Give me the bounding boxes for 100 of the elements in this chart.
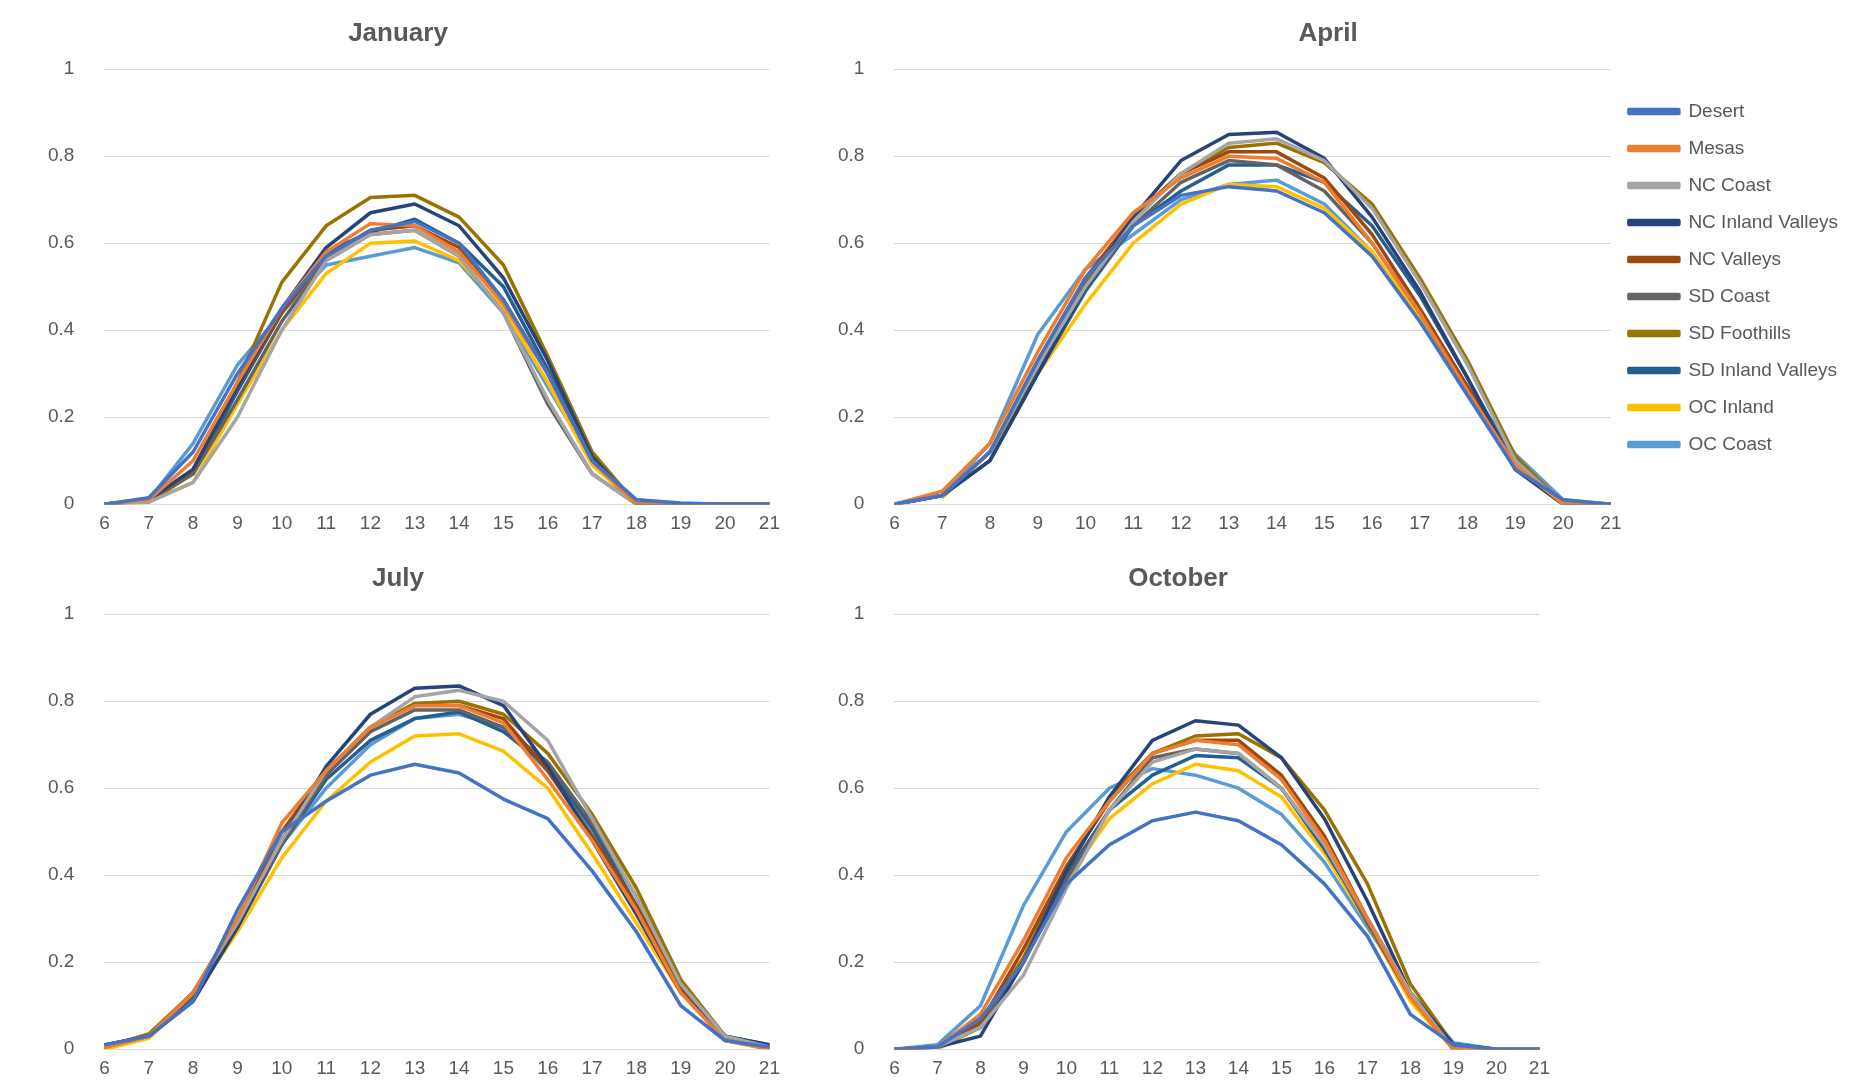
x-tick-label: 9 xyxy=(232,511,243,533)
y-tick-label: 0.6 xyxy=(837,776,865,798)
y-tick-label: 0.4 xyxy=(47,863,75,885)
x-tick-label: 15 xyxy=(492,1056,514,1078)
x-tick-label: 15 xyxy=(1313,511,1335,533)
x-tick-label: 12 xyxy=(1170,511,1192,533)
legend-label: OC Coast xyxy=(1688,432,1773,454)
legend-label: Desert xyxy=(1688,99,1746,121)
y-tick-label: 0.2 xyxy=(837,950,865,972)
y-tick-label: 0.8 xyxy=(47,144,75,166)
x-tick-label: 6 xyxy=(889,1056,900,1078)
legend-label: SD Coast xyxy=(1688,284,1771,306)
legend-label: SD Foothills xyxy=(1688,321,1791,343)
x-tick-label: 18 xyxy=(625,511,647,533)
x-tick-label: 15 xyxy=(492,511,514,533)
y-tick-label: 0.6 xyxy=(837,231,865,253)
y-tick-label: 0.8 xyxy=(837,689,865,711)
y-tick-label: 0.8 xyxy=(47,689,75,711)
x-tick-label: 9 xyxy=(1032,511,1043,533)
x-tick-label: 18 xyxy=(625,1056,647,1078)
legend-label: OC Inland xyxy=(1688,395,1774,417)
x-tick-label: 7 xyxy=(143,1056,155,1078)
x-tick-label: 12 xyxy=(359,1056,381,1078)
x-tick-label: 8 xyxy=(975,1056,986,1078)
x-tick-label: 19 xyxy=(670,1056,692,1078)
x-tick-label: 7 xyxy=(936,511,948,533)
legend-label: Mesas xyxy=(1688,136,1745,158)
x-tick-label: 8 xyxy=(187,1056,199,1078)
y-tick-label: 0.4 xyxy=(47,318,75,340)
legend-label: NC Valleys xyxy=(1688,247,1781,269)
x-tick-label: 20 xyxy=(1485,1056,1507,1078)
y-tick-label: 0.2 xyxy=(837,405,865,427)
y-tick-label: 1 xyxy=(63,57,75,79)
y-tick-label: 0.8 xyxy=(837,144,865,166)
x-tick-label: 14 xyxy=(1265,511,1288,533)
x-tick-label: 16 xyxy=(537,511,559,533)
x-tick-label: 11 xyxy=(316,1056,336,1078)
x-tick-label: 17 xyxy=(581,1056,603,1078)
x-tick-label: 16 xyxy=(1361,511,1383,533)
legend-label: SD Inland Valleys xyxy=(1688,358,1837,380)
y-tick-label: 0 xyxy=(63,1037,75,1059)
x-tick-label: 14 xyxy=(448,511,471,533)
x-tick-label: 21 xyxy=(758,511,780,533)
x-tick-label: 8 xyxy=(187,511,199,533)
y-tick-label: 0.4 xyxy=(837,318,865,340)
x-tick-label: 13 xyxy=(1218,511,1240,533)
x-tick-label: 20 xyxy=(714,1056,736,1078)
x-tick-label: 18 xyxy=(1399,1056,1421,1078)
x-tick-label: 21 xyxy=(758,1056,780,1078)
x-tick-label: 6 xyxy=(889,511,900,533)
y-tick-label: 1 xyxy=(853,602,865,624)
x-tick-label: 13 xyxy=(1184,1056,1206,1078)
x-tick-label: 10 xyxy=(271,511,293,533)
y-tick-label: 0.2 xyxy=(47,950,75,972)
chart-title: January xyxy=(348,16,449,47)
x-tick-label: 19 xyxy=(1442,1056,1464,1078)
legend-label: NC Inland Valleys xyxy=(1688,210,1838,232)
x-tick-label: 13 xyxy=(404,511,426,533)
x-tick-label: 6 xyxy=(99,511,110,533)
x-tick-label: 17 xyxy=(581,511,603,533)
x-tick-label: 9 xyxy=(1018,1056,1029,1078)
x-tick-label: 18 xyxy=(1457,511,1479,533)
x-tick-label: 15 xyxy=(1270,1056,1292,1078)
y-tick-label: 0.6 xyxy=(47,776,75,798)
x-tick-label: 16 xyxy=(1313,1056,1335,1078)
chart-title: April xyxy=(1298,16,1358,47)
x-tick-label: 20 xyxy=(1552,511,1574,533)
x-tick-label: 21 xyxy=(1600,511,1622,533)
x-tick-label: 12 xyxy=(359,511,381,533)
x-tick-label: 12 xyxy=(1141,1056,1163,1078)
legend-label: NC Coast xyxy=(1688,173,1772,195)
chart-title: July xyxy=(371,561,425,592)
x-tick-label: 7 xyxy=(143,511,155,533)
x-tick-label: 16 xyxy=(537,1056,559,1078)
x-tick-label: 7 xyxy=(932,1056,943,1078)
y-tick-label: 0.6 xyxy=(47,231,75,253)
chart-title: October xyxy=(1128,561,1228,592)
x-tick-label: 13 xyxy=(404,1056,426,1078)
x-tick-label: 14 xyxy=(1227,1056,1250,1078)
x-tick-label: 14 xyxy=(448,1056,471,1078)
y-tick-label: 1 xyxy=(63,602,75,624)
y-tick-label: 0 xyxy=(63,492,75,514)
x-tick-label: 9 xyxy=(232,1056,243,1078)
x-tick-label: 10 xyxy=(271,1056,293,1078)
x-tick-label: 17 xyxy=(1356,1056,1378,1078)
x-tick-label: 11 xyxy=(316,511,336,533)
y-tick-label: 0.2 xyxy=(47,405,75,427)
x-tick-label: 11 xyxy=(1099,1056,1120,1078)
x-tick-label: 19 xyxy=(1504,511,1526,533)
x-tick-label: 10 xyxy=(1074,511,1097,533)
x-tick-label: 17 xyxy=(1409,511,1431,533)
x-tick-label: 21 xyxy=(1528,1056,1550,1078)
x-tick-label: 6 xyxy=(99,1056,110,1078)
x-tick-label: 10 xyxy=(1055,1056,1077,1078)
y-tick-label: 0 xyxy=(853,1037,865,1059)
y-tick-label: 1 xyxy=(853,57,865,79)
x-tick-label: 8 xyxy=(984,511,996,533)
x-tick-label: 19 xyxy=(670,511,692,533)
y-tick-label: 0 xyxy=(853,492,865,514)
x-tick-label: 11 xyxy=(1123,511,1144,533)
